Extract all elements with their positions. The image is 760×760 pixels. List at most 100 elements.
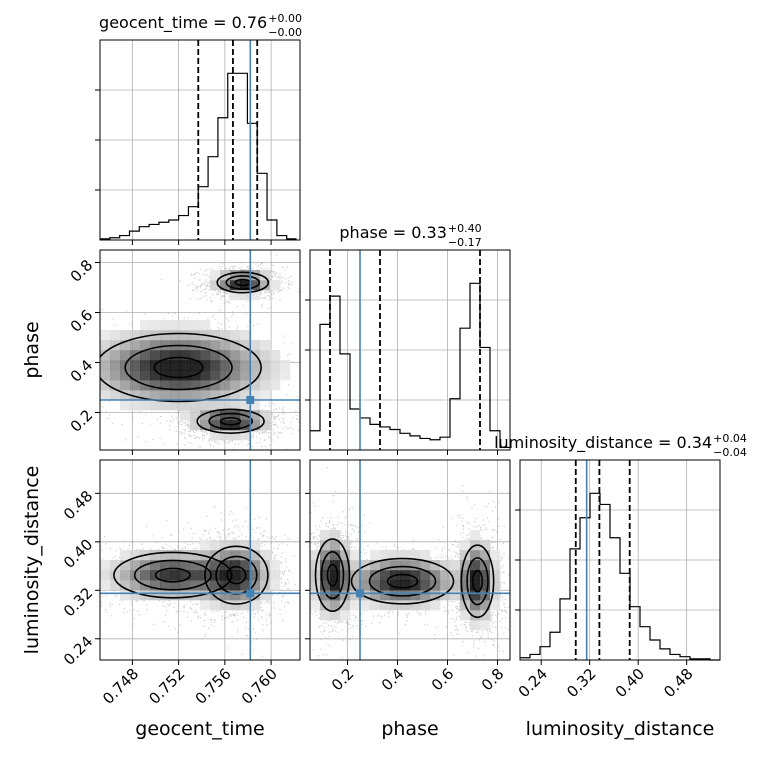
density-cell	[230, 410, 241, 421]
density-cell	[480, 620, 491, 631]
x-tick-label: 0.760	[238, 665, 281, 708]
density-cell	[250, 600, 261, 611]
panel-frame	[99, 249, 301, 451]
y-tick-label: 0.6	[67, 306, 97, 336]
density-cell	[490, 570, 501, 581]
density-cell	[490, 580, 501, 591]
density-cell	[260, 370, 271, 381]
density-cell	[160, 550, 171, 561]
density-cell	[260, 590, 271, 601]
y-tick-label: 0.40	[60, 535, 96, 571]
density-cell	[120, 390, 131, 401]
density-cell	[200, 390, 211, 401]
density-cell	[200, 420, 211, 431]
density-cell	[390, 550, 401, 561]
density-cell	[110, 350, 121, 361]
density-cell	[230, 430, 241, 441]
x-axis-label: geocent_time	[135, 718, 264, 740]
density-cell	[470, 590, 481, 601]
density-cell	[470, 530, 481, 541]
density-cell	[100, 330, 111, 341]
density-cell	[440, 570, 451, 581]
density-cell	[390, 600, 401, 611]
density-cell	[480, 600, 491, 611]
density-cell	[320, 540, 331, 551]
title-lower-error: −0.00	[268, 26, 302, 39]
density-cell	[120, 560, 131, 571]
density-cell	[130, 330, 141, 341]
density-cell	[200, 380, 211, 391]
contour-line	[124, 344, 233, 391]
hist-panel-luminosity_distance: 0.24 0.32 0.40 0.48 luminosity_distance = 0.…	[494, 432, 747, 701]
density-cell	[280, 370, 291, 381]
density-cell	[210, 270, 221, 281]
density-cell	[150, 390, 161, 401]
density-cell	[160, 320, 171, 331]
density-cell	[380, 550, 391, 561]
density-cell	[330, 530, 341, 541]
density-cell	[160, 330, 171, 341]
density-cell	[210, 350, 221, 361]
density-cell	[310, 580, 321, 591]
density-cell	[240, 360, 251, 371]
density-cell	[470, 610, 481, 621]
density-cell	[250, 560, 261, 571]
contour-line	[154, 567, 191, 583]
density-cell	[370, 570, 381, 581]
density-cell	[460, 540, 471, 551]
density-cell	[320, 560, 331, 571]
density-cell	[130, 580, 141, 591]
density-cell	[420, 570, 431, 581]
contour-line	[460, 544, 495, 619]
density-cell	[110, 330, 121, 341]
x-tick-label: 0.4	[378, 665, 408, 695]
density-cell	[220, 590, 231, 601]
density-cell	[180, 580, 191, 591]
density-cell	[460, 560, 471, 571]
density-cell	[460, 610, 471, 621]
density-cell	[260, 410, 271, 421]
density-cell	[240, 550, 251, 561]
density-cell	[390, 560, 401, 571]
density-cell	[330, 540, 341, 551]
density-cell	[380, 560, 391, 571]
density-cell	[210, 370, 221, 381]
density-cell	[190, 360, 201, 371]
density-cell	[220, 360, 231, 371]
density-cell	[130, 560, 141, 571]
density-cell	[130, 380, 141, 391]
density-cell	[250, 390, 261, 401]
density-cell	[240, 390, 251, 401]
density-cell	[280, 360, 291, 371]
contour-line	[208, 412, 254, 430]
density-cell	[250, 290, 261, 301]
density-cell	[360, 590, 371, 601]
title-text: geocent_time = 0.76	[99, 13, 267, 33]
density-cell	[340, 610, 351, 621]
y-axis-label: phase	[21, 321, 43, 378]
density-cell	[370, 560, 381, 571]
density-cell	[130, 550, 141, 561]
density-cell	[450, 560, 461, 571]
density-cell	[180, 370, 191, 381]
density-cell	[340, 570, 351, 581]
density-cell	[230, 350, 241, 361]
density-cell	[160, 590, 171, 601]
density-cell	[210, 400, 221, 411]
density-cell	[320, 580, 331, 591]
density-cell	[240, 600, 251, 611]
density-cell	[230, 340, 241, 351]
density-cell	[260, 380, 271, 391]
density-cell	[230, 580, 241, 591]
density-cell	[180, 560, 191, 571]
density-cell	[310, 550, 321, 561]
density-cell	[190, 330, 201, 341]
density-cell	[370, 600, 381, 611]
density-cell	[210, 380, 221, 391]
density-cell	[270, 280, 281, 291]
density-cell	[100, 340, 111, 351]
panel-frame	[519, 459, 721, 661]
density-cell	[320, 610, 331, 621]
x-tick-label: 0.2	[328, 665, 358, 695]
density-cell	[270, 350, 281, 361]
